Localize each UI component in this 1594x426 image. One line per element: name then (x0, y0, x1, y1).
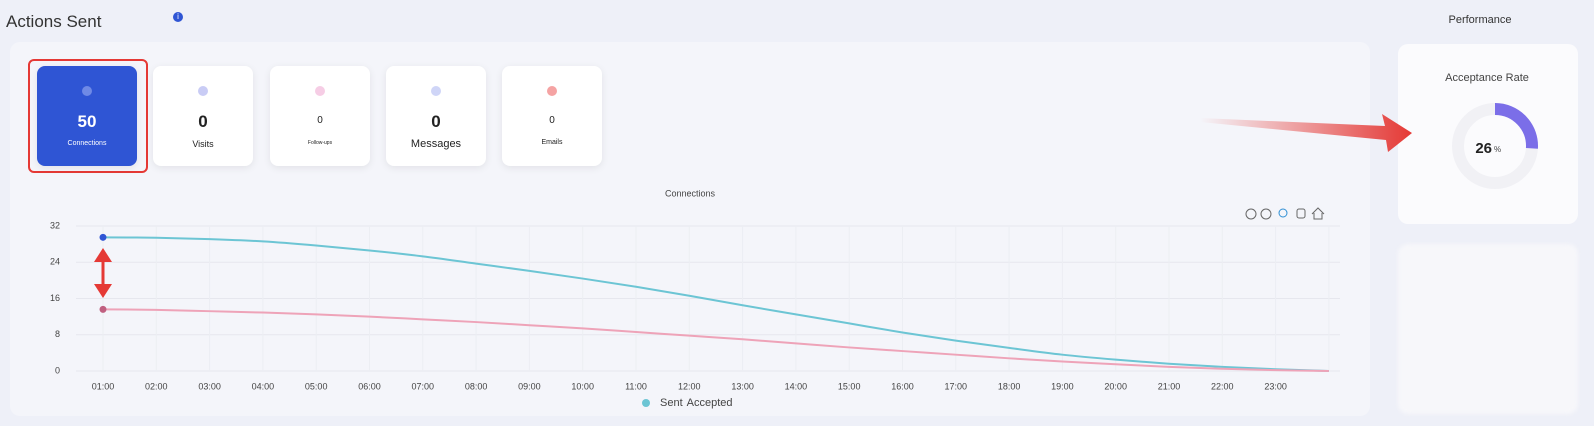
card-icon (82, 86, 92, 96)
card-emails[interactable]: 0 Emails (502, 66, 602, 166)
zoom-in[interactable] (1245, 208, 1257, 220)
x-tick-label: 05:00 (305, 381, 328, 391)
info-icon[interactable]: i (173, 12, 183, 22)
point-marker (99, 305, 107, 313)
x-tick-label: 17:00 (945, 381, 968, 391)
card-label: Connections (67, 140, 107, 147)
card-connections[interactable]: 50 Connections (37, 66, 137, 166)
x-tick-label: 08:00 (465, 381, 488, 391)
gauge-value: 26 (1475, 140, 1492, 157)
x-tick-label: 22:00 (1211, 381, 1234, 391)
card-value: 0 (431, 112, 441, 131)
card-value: 0 (317, 115, 323, 126)
x-tick-label: 13:00 (731, 381, 754, 391)
y-tick-label: 8 (55, 329, 60, 339)
x-tick-label: 02:00 (145, 381, 168, 391)
card-value: 50 (77, 112, 97, 131)
y-tick-label: 24 (50, 257, 60, 267)
x-tick-label: 19:00 (1051, 381, 1074, 391)
red-pointer-arrow (1200, 114, 1412, 152)
y-tick-label: 16 (50, 293, 60, 303)
x-tick-label: 07:00 (412, 381, 435, 391)
x-tick-label: 14:00 (785, 381, 808, 391)
x-tick-label: 04:00 (252, 381, 275, 391)
x-tick-label: 10:00 (571, 381, 594, 391)
series-line (102, 236, 1329, 372)
card-label: Emails (541, 139, 563, 146)
selected-outline (28, 59, 148, 173)
card-visits[interactable]: 0 Visits (153, 66, 253, 166)
card-follow-ups[interactable]: 0 Follow-ups (270, 66, 370, 166)
x-tick-label: 01:00 (92, 381, 115, 391)
reset[interactable] (1311, 207, 1325, 220)
card-icon (198, 86, 208, 96)
card-label: Messages (410, 138, 462, 150)
x-tick-label: 15:00 (838, 381, 861, 391)
y-tick-label: 32 (50, 220, 60, 230)
x-tick-label: 03:00 (198, 381, 221, 391)
card-icon (547, 86, 557, 96)
gauge-unit: % (1494, 145, 1501, 154)
card-icon (315, 86, 325, 96)
gauge (1494, 103, 1538, 149)
legend-marker (642, 399, 650, 407)
y-tick-label: 0 (55, 365, 60, 375)
zoom-out[interactable] (1260, 208, 1272, 220)
plot: 0 8 16 24 32 01:00 02:00 03:00 04:00 05:00 06:00 07… (50, 220, 1340, 409)
x-tick-label: 21:00 (1158, 381, 1181, 391)
performance-title: Performance (1449, 14, 1512, 26)
card-messages[interactable]: 0 Messages (386, 66, 486, 166)
x-tick-label: 18:00 (998, 381, 1021, 391)
gauge-arc (1494, 103, 1538, 149)
card-icon (431, 86, 441, 96)
x-tick-label: 11:00 (625, 381, 647, 391)
card-value: 0 (198, 112, 208, 131)
x-tick-label: 12:00 (678, 381, 701, 391)
card-label: Visits (192, 139, 214, 149)
performance-card (1398, 44, 1578, 224)
chart-title: Connections (665, 188, 716, 198)
gauge-title: Acceptance Rate (1445, 72, 1529, 84)
legend-label: Sent (660, 397, 683, 409)
toolbar (1245, 207, 1325, 220)
x-tick-label: 16:00 (891, 381, 914, 391)
x-tick-label: 23:00 (1264, 381, 1287, 391)
x-tick-label: 09:00 (518, 381, 541, 391)
card-label: Follow-ups (307, 140, 333, 146)
card-value: 0 (549, 115, 555, 126)
series-line (102, 308, 1329, 372)
pan[interactable] (1296, 208, 1306, 219)
page-title: Actions Sent (6, 12, 102, 31)
x-tick-label: 06:00 (358, 381, 381, 391)
zoom-select[interactable] (1278, 208, 1288, 218)
x-tick-label: 20:00 (1104, 381, 1127, 391)
legend-label: Accepted (687, 397, 733, 409)
blurred-card (1398, 244, 1578, 414)
red-double-arrow (94, 248, 112, 298)
point-marker (99, 233, 107, 241)
